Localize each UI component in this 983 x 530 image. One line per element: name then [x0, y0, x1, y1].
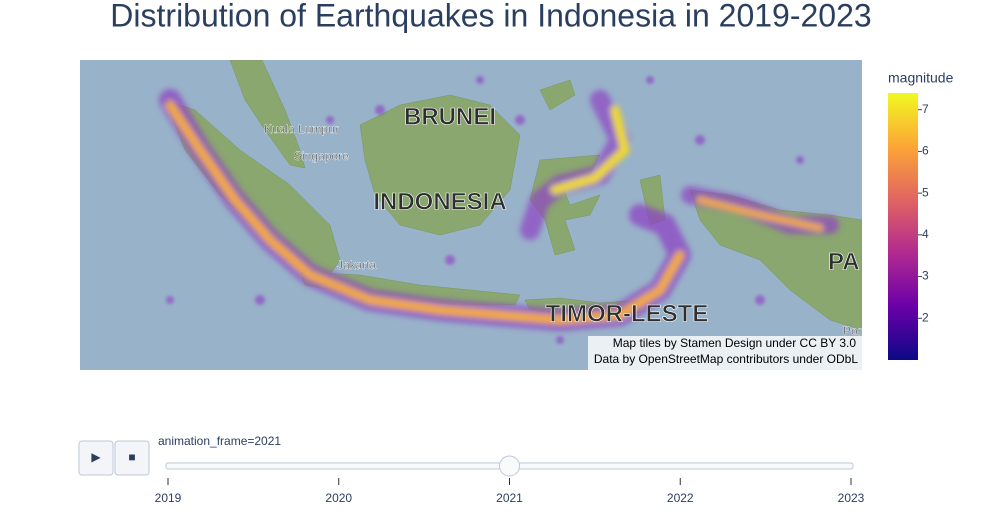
attribution: Map tiles by Stamen Design under CC BY 3…: [613, 336, 857, 350]
map-label: INDONESIA: [373, 188, 506, 215]
slider-handle[interactable]: [499, 455, 520, 477]
colorbar: [888, 93, 918, 360]
colorbar-tick-label: 2: [922, 310, 929, 324]
colorbar-tick-label: 3: [922, 269, 929, 283]
button-label: ■: [128, 450, 135, 464]
play-button[interactable]: ▶: [78, 440, 114, 476]
attribution: Data by OpenStreetMap contributors under…: [594, 352, 858, 366]
stop-button[interactable]: ■: [114, 440, 150, 476]
title: Distribution of Earthquakes in Indonesia…: [110, 0, 871, 33]
map-label: Jakarta: [337, 258, 377, 272]
colorbar-tick-label: 7: [922, 102, 929, 116]
map[interactable]: BRUNEI INDONESIA TIMOR-LESTE PA Kuala Lu…: [80, 60, 862, 370]
colorbar-tick-label: 5: [922, 185, 929, 199]
map-label: BRUNEI: [404, 103, 496, 130]
slider-step-label[interactable]: 2021: [496, 491, 523, 505]
map-label: PA: [828, 248, 860, 275]
slider-step-label[interactable]: 2019: [155, 491, 182, 505]
map-label: Kuala Lumpur: [264, 122, 339, 136]
slider-step-label[interactable]: 2022: [667, 491, 694, 505]
colorbar-title: magnitude: [888, 70, 954, 86]
slider-step-label[interactable]: 2020: [325, 491, 352, 505]
map-label: Singapore: [294, 149, 349, 163]
colorbar-tick-label: 6: [922, 144, 929, 158]
button-label: ▶: [91, 450, 101, 464]
colorbar-tick-label: 4: [922, 227, 929, 241]
slider-step-label[interactable]: 2023: [838, 491, 865, 505]
map-label: TIMOR-LESTE: [546, 300, 709, 327]
slider-current-value: animation_frame=2021: [158, 434, 281, 448]
map-label: Por: [843, 324, 862, 338]
